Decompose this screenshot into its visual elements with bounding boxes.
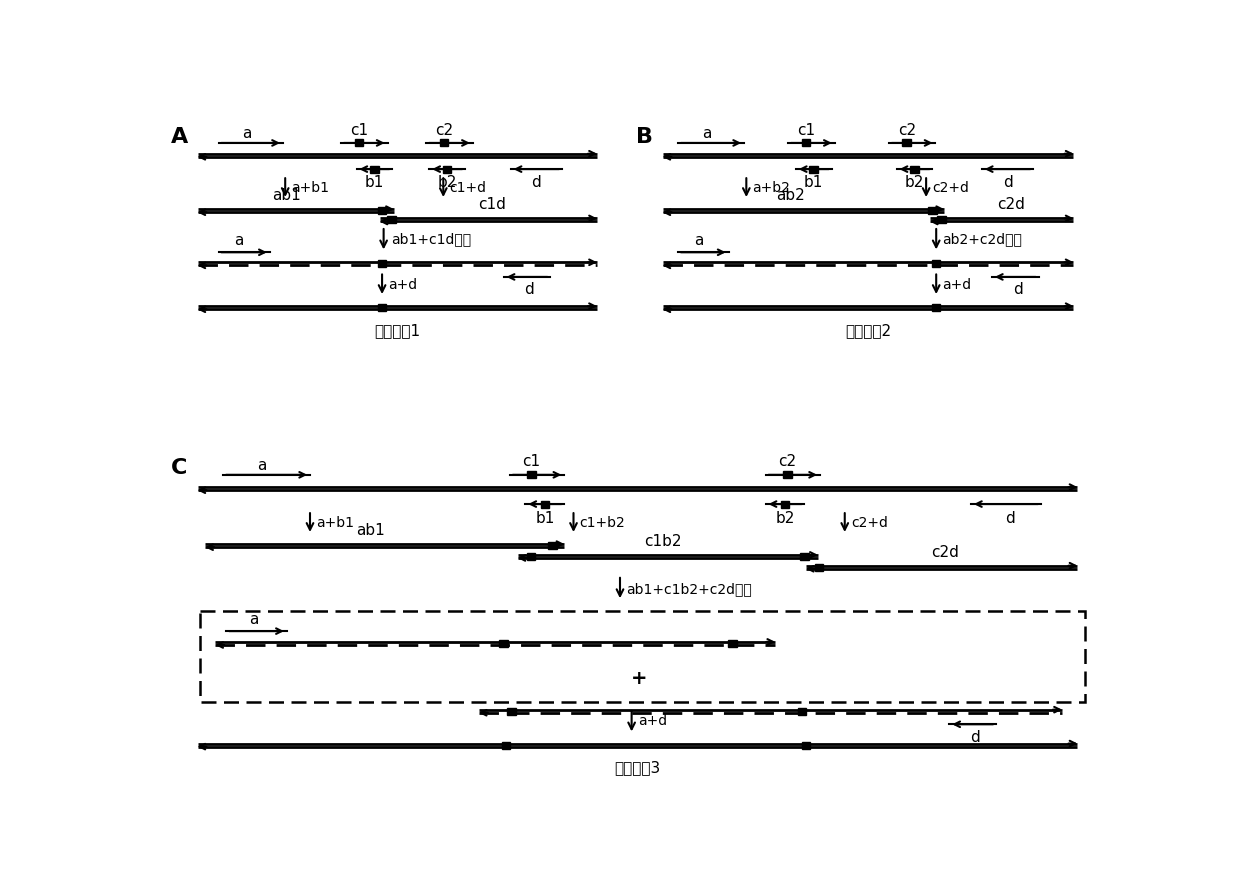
Text: c2+d: c2+d <box>932 181 970 195</box>
Bar <box>378 207 387 214</box>
Text: +: + <box>631 669 647 688</box>
Text: 突变片段1: 突变片段1 <box>374 323 420 338</box>
Text: d: d <box>532 176 541 190</box>
Bar <box>932 261 940 267</box>
Text: a+d: a+d <box>388 278 418 291</box>
Text: c1: c1 <box>797 123 815 138</box>
Text: a: a <box>257 458 267 472</box>
Bar <box>548 542 557 549</box>
Bar <box>378 261 387 267</box>
Text: a: a <box>242 126 252 142</box>
Bar <box>928 207 936 214</box>
Text: d: d <box>1004 511 1014 526</box>
Text: ab1+c1d搭桥: ab1+c1d搭桥 <box>392 232 471 246</box>
Text: c2: c2 <box>435 123 453 138</box>
Bar <box>370 166 378 173</box>
Text: b2: b2 <box>438 176 456 190</box>
Bar <box>781 501 790 507</box>
Text: b2: b2 <box>775 511 795 526</box>
Bar <box>502 742 511 748</box>
Text: a+d: a+d <box>637 714 667 728</box>
Text: b1: b1 <box>365 176 384 190</box>
Bar <box>903 140 911 146</box>
Text: a+b1: a+b1 <box>316 515 355 530</box>
Bar <box>810 166 818 173</box>
Text: a: a <box>702 126 712 142</box>
Text: 突变片段3: 突变片段3 <box>614 761 660 775</box>
Bar <box>802 140 810 146</box>
Bar <box>932 305 940 311</box>
Bar <box>527 471 536 478</box>
Bar <box>728 640 737 647</box>
Text: a: a <box>249 611 259 626</box>
Bar <box>910 166 919 173</box>
Text: d: d <box>970 729 980 745</box>
Bar <box>797 708 806 715</box>
Bar <box>378 305 387 311</box>
Bar <box>800 553 808 560</box>
Text: ab1: ab1 <box>273 188 301 203</box>
Text: b1: b1 <box>536 511 554 526</box>
Bar <box>815 564 823 571</box>
Text: b1: b1 <box>804 176 823 190</box>
Bar <box>355 140 363 146</box>
Bar <box>802 742 810 748</box>
Bar <box>440 140 449 146</box>
Text: c2: c2 <box>779 453 796 469</box>
Text: ab1+c1b2+c2d搭桥: ab1+c1b2+c2d搭桥 <box>626 582 751 596</box>
Text: c2: c2 <box>898 123 916 138</box>
Text: d: d <box>525 282 534 297</box>
Text: ab2+c2d搭桥: ab2+c2d搭桥 <box>942 232 1022 246</box>
Bar <box>937 217 946 223</box>
Text: c1: c1 <box>522 453 541 469</box>
Text: c2d: c2d <box>931 545 960 559</box>
Text: c1b2: c1b2 <box>644 534 681 548</box>
Text: c1+b2: c1+b2 <box>580 515 625 530</box>
Bar <box>541 501 549 507</box>
Text: c1+d: c1+d <box>449 181 486 195</box>
Bar <box>200 611 1085 702</box>
Bar <box>507 708 516 715</box>
Bar <box>500 640 508 647</box>
Text: ab2: ab2 <box>776 188 805 203</box>
Text: a+b2: a+b2 <box>753 181 790 195</box>
Text: b2: b2 <box>905 176 924 190</box>
Text: B: B <box>635 126 652 147</box>
Bar <box>443 166 451 173</box>
Text: c1d: c1d <box>479 197 506 212</box>
Text: d: d <box>1003 176 1012 190</box>
Text: C: C <box>171 458 187 478</box>
Text: a: a <box>694 233 704 247</box>
Bar <box>784 471 791 478</box>
Text: ab1: ab1 <box>356 523 384 538</box>
Text: c2+d: c2+d <box>851 515 888 530</box>
Text: a: a <box>234 233 243 247</box>
Text: d: d <box>1013 282 1023 297</box>
Text: c2d: c2d <box>997 197 1025 212</box>
Bar <box>527 553 536 560</box>
Text: 突变片段2: 突变片段2 <box>844 323 892 338</box>
Text: A: A <box>171 126 187 147</box>
Text: a+b1: a+b1 <box>291 181 330 195</box>
Bar <box>387 217 396 223</box>
Text: c1: c1 <box>350 123 368 138</box>
Text: a+d: a+d <box>942 278 971 291</box>
